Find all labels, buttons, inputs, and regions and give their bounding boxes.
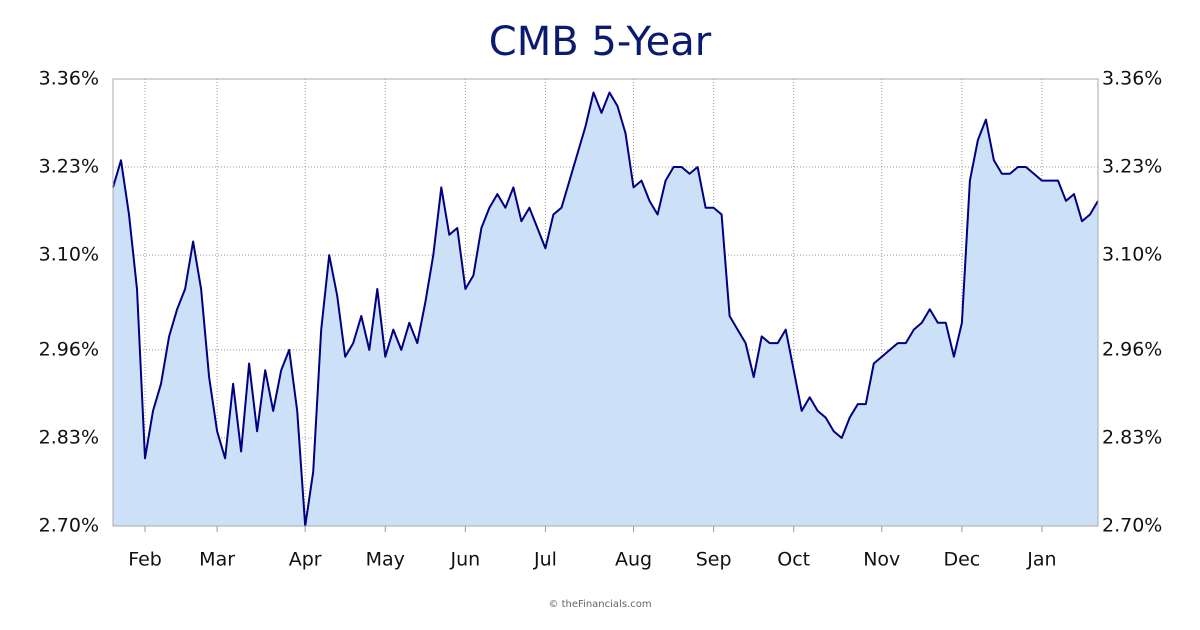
plot-border bbox=[112, 78, 1099, 527]
x-tick-label: Mar bbox=[199, 549, 235, 571]
x-tick-label: Jan bbox=[1026, 549, 1056, 571]
x-tick-label: Dec bbox=[943, 549, 980, 571]
y2-tick-label: 3.10% bbox=[1102, 244, 1162, 266]
x-tick-label: Oct bbox=[777, 549, 810, 571]
y-tick-label: 2.70% bbox=[39, 515, 99, 537]
x-tick-label: May bbox=[366, 549, 405, 571]
source: © theFinancials.com bbox=[548, 599, 651, 610]
x-tick-label: Jun bbox=[450, 549, 481, 571]
y-tick-label: 2.96% bbox=[39, 338, 99, 360]
x-tick-label: Jul bbox=[533, 549, 557, 571]
x-tick-label: Aug bbox=[615, 549, 652, 571]
y-tick-label: 3.23% bbox=[39, 156, 99, 178]
x-tick-label: Feb bbox=[128, 549, 162, 571]
y-tick-label: 2.83% bbox=[39, 426, 99, 448]
x-tick-label: Apr bbox=[289, 549, 322, 571]
y2-tick-label: 3.36% bbox=[1102, 68, 1162, 90]
area bbox=[113, 92, 1098, 526]
line bbox=[112, 91, 1099, 527]
chart-title: CMB 5-Year bbox=[489, 19, 712, 65]
y2-tick-label: 2.83% bbox=[1102, 426, 1162, 448]
y-tick-label: 3.36% bbox=[39, 68, 99, 90]
x-tick-label: Nov bbox=[863, 549, 900, 571]
y2-tick-label: 2.70% bbox=[1102, 515, 1162, 537]
y2-tick-label: 3.23% bbox=[1102, 156, 1162, 178]
y-tick-label: 3.10% bbox=[39, 244, 99, 266]
y2-tick-label: 2.96% bbox=[1102, 338, 1162, 360]
x-tick-label: Sep bbox=[696, 549, 732, 571]
